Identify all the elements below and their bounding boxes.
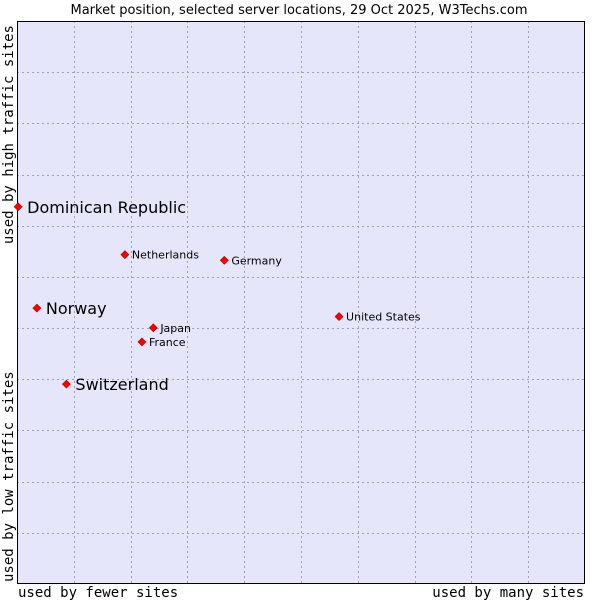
data-point-label: Germany (231, 254, 282, 267)
x-axis-label-left: used by fewer sites (18, 585, 178, 600)
data-point-marker (334, 312, 344, 321)
y-axis-label-bottom: used by low traffic sites (1, 371, 17, 582)
data-points: Dominican Republic Netherlands Germany Norw… (13, 198, 421, 394)
data-point-label: France (149, 336, 186, 349)
data-point-marker (61, 379, 71, 389)
data-point-marker (32, 303, 42, 313)
chart-title: Market position, selected server locatio… (70, 3, 527, 18)
data-point-label: Norway (46, 299, 107, 318)
plot-border (17, 21, 585, 584)
data-point-marker (148, 323, 158, 333)
data-point-label: Netherlands (132, 249, 199, 262)
data-point-label: United States (346, 311, 421, 324)
data-point-label: Switzerland (75, 375, 168, 394)
data-point-marker (219, 255, 229, 265)
data-point-marker (13, 202, 23, 212)
data-point-marker (137, 337, 147, 347)
data-point-marker (120, 250, 130, 260)
x-axis-label-right: used by many sites (432, 585, 584, 600)
y-axis-label-top: used by high traffic sites (1, 25, 17, 244)
grid-lines (17, 21, 585, 584)
data-point-label: Japan (159, 322, 191, 335)
data-point-label: Dominican Republic (27, 198, 186, 217)
